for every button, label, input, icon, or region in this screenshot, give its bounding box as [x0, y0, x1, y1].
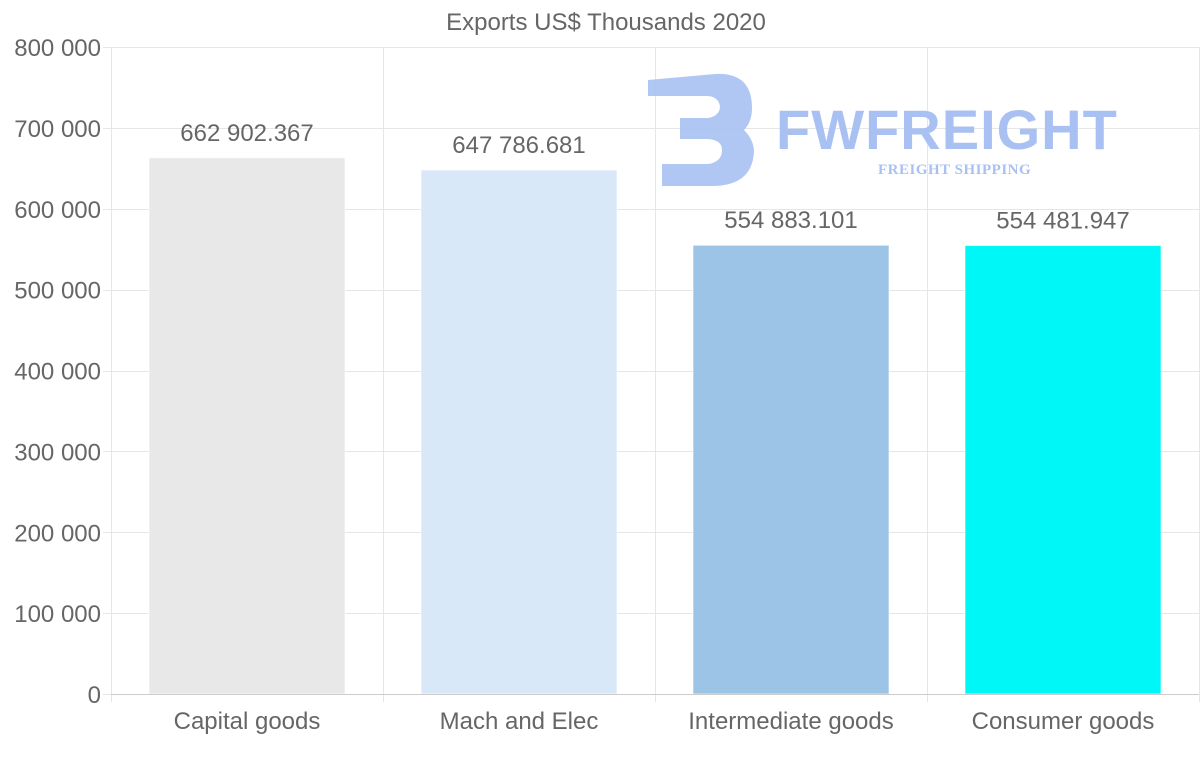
y-tick-label: 0 [88, 682, 101, 709]
y-tick-label: 600 000 [14, 197, 101, 224]
bars [148, 157, 1162, 695]
y-tick-label: 200 000 [14, 520, 101, 547]
y-tick-label: 500 000 [14, 278, 101, 305]
watermark-tagline: FREIGHT SHIPPING [878, 162, 1031, 178]
data-labels: 662 902.367 647 786.681 554 883.101 554 481… [180, 120, 1129, 235]
bar-value-label: 662 902.367 [180, 120, 313, 147]
bar [148, 157, 346, 695]
y-tick-label: 300 000 [14, 439, 101, 466]
bar-value-label: 554 883.101 [724, 207, 857, 234]
chart-title: Exports US$ Thousands 2020 [446, 9, 766, 36]
y-tick-label: 100 000 [14, 601, 101, 628]
y-tick-label: 800 000 [14, 35, 101, 62]
fwfreight-watermark: FWFREIGHT FREIGHT SHIPPING [648, 73, 1118, 186]
bar-value-label: 647 786.681 [452, 132, 585, 159]
axes: 0 100 000 200 000 300 000 400 000 500 000 600 … [14, 35, 1199, 735]
x-category-label: Capital goods [174, 708, 321, 735]
x-category-label: Intermediate goods [688, 708, 893, 735]
watermark-brand-name: FWFREIGHT [776, 98, 1118, 161]
y-tick-label: 700 000 [14, 116, 101, 143]
bar [964, 245, 1162, 695]
bar [420, 169, 618, 695]
bar [692, 244, 890, 695]
y-tick-label: 400 000 [14, 359, 101, 386]
fwfreight-logo-icon [648, 73, 754, 186]
bar-value-label: 554 481.947 [996, 208, 1129, 235]
x-category-label: Mach and Elec [440, 708, 599, 735]
x-category-label: Consumer goods [972, 708, 1155, 735]
